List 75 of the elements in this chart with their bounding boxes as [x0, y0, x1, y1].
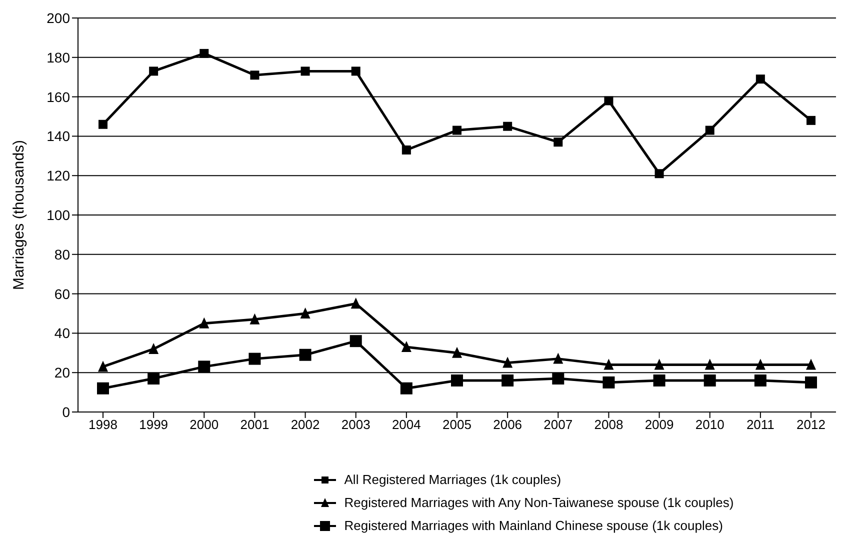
- point: [654, 358, 664, 370]
- y-tick-label: 20: [54, 364, 70, 381]
- point: [502, 356, 513, 368]
- point: [198, 360, 210, 373]
- x-tick-label: 2000: [190, 417, 219, 432]
- point: [248, 352, 261, 365]
- point: [300, 308, 310, 318]
- point: [502, 374, 514, 386]
- point: [97, 382, 109, 394]
- point: [351, 66, 360, 76]
- point: [300, 66, 310, 76]
- point: [704, 358, 715, 370]
- x-tick-label: 1998: [88, 417, 118, 432]
- y-tick-label: 40: [54, 325, 70, 342]
- point: [604, 358, 614, 370]
- y-tick-label: 100: [46, 206, 70, 223]
- point: [756, 74, 765, 84]
- point: [552, 372, 564, 385]
- legend-label: Registered Marriages with Mainland Chinese spouse (1k couples): [344, 518, 723, 533]
- point: [148, 342, 159, 354]
- y-tick-label: 60: [54, 286, 70, 302]
- y-tick-label: 180: [46, 49, 70, 66]
- point: [98, 360, 108, 372]
- point: [350, 335, 362, 348]
- y-tick-label: 80: [54, 246, 70, 262]
- point: [604, 96, 614, 106]
- point: [200, 48, 209, 58]
- point: [199, 317, 210, 328]
- point: [554, 138, 563, 147]
- point: [805, 376, 817, 388]
- point: [654, 169, 664, 178]
- y-tick-label: 120: [46, 168, 70, 184]
- point: [452, 346, 462, 358]
- x-tick-label: 2004: [392, 417, 421, 432]
- y-tick-label: 200: [46, 10, 70, 26]
- point: [402, 145, 411, 154]
- point: [299, 348, 312, 361]
- point: [806, 358, 816, 370]
- point: [503, 122, 512, 131]
- point: [149, 66, 158, 76]
- point: [451, 374, 463, 386]
- legend-label: All Registered Marriages (1k couples): [344, 472, 562, 487]
- point: [250, 70, 260, 80]
- x-tick-label: 2010: [695, 417, 724, 432]
- y-axis-title: Marriages (thousands): [10, 140, 28, 290]
- point: [754, 374, 766, 386]
- y-tick-label: 140: [46, 128, 70, 144]
- x-tick-label: 2003: [341, 417, 370, 432]
- x-tick-label: 2002: [290, 417, 320, 432]
- point: [705, 126, 714, 135]
- point: [653, 374, 666, 386]
- x-tick-label: 2006: [493, 417, 522, 432]
- point: [400, 382, 412, 394]
- x-tick-label: 2012: [796, 417, 826, 432]
- point: [148, 372, 160, 385]
- y-tick-label: 0: [62, 404, 70, 420]
- point: [553, 352, 564, 364]
- x-tick-label: 2009: [644, 417, 674, 432]
- x-tick-label: 2011: [746, 417, 774, 432]
- point: [250, 313, 260, 324]
- point: [755, 358, 766, 370]
- y-tick-label: 160: [46, 88, 70, 105]
- point: [602, 376, 615, 388]
- point: [452, 126, 462, 135]
- x-tick-label: 2005: [442, 417, 472, 432]
- point: [350, 298, 361, 309]
- point: [401, 340, 412, 352]
- point: [806, 116, 816, 125]
- point: [704, 374, 716, 386]
- point: [98, 120, 108, 129]
- x-tick-label: 2007: [544, 417, 573, 432]
- x-tick-label: 2001: [240, 417, 270, 432]
- x-tick-label: 2008: [594, 417, 624, 432]
- legend-label: Registered Marriages with Any Non-Taiwanese spouse (1k couples): [344, 495, 734, 510]
- x-tick-label: 1999: [139, 417, 168, 432]
